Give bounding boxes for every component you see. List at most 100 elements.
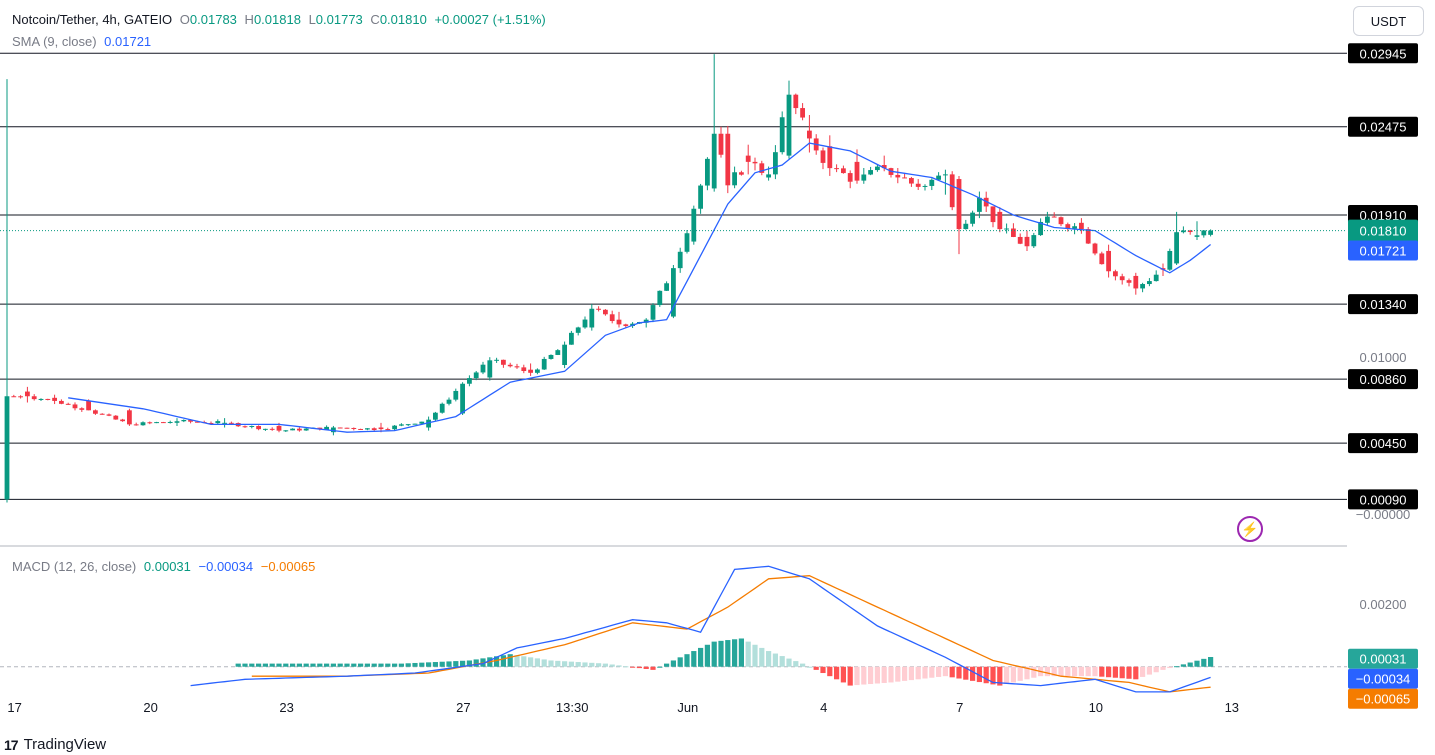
candle-body [208, 422, 214, 424]
candle-body [902, 177, 907, 179]
histogram-bar [344, 663, 350, 667]
candle-body [11, 396, 17, 398]
candle-body [616, 319, 622, 325]
histogram-bar [834, 666, 840, 680]
candle-body [664, 283, 669, 291]
candle-body [1187, 230, 1193, 233]
candle-body [256, 425, 261, 430]
histogram-bar [847, 666, 853, 686]
histogram-bar [262, 663, 268, 667]
histogram-bar [963, 666, 969, 680]
histogram-bar [405, 663, 411, 667]
candle-body [684, 233, 690, 252]
candle-body [494, 359, 499, 361]
candle-body [936, 175, 941, 180]
histogram-bar [514, 655, 520, 667]
histogram-bar [759, 647, 765, 667]
candle-body [881, 165, 887, 169]
histogram-bar [256, 663, 262, 667]
candle-body [705, 158, 710, 186]
histogram-bar [888, 666, 894, 683]
candle-body [120, 419, 125, 422]
candle-body [745, 155, 751, 162]
lightning-icon[interactable]: ⚡ [1237, 516, 1263, 542]
histogram-bar [786, 658, 792, 667]
level-price-label-text: 0.00090 [1360, 492, 1407, 507]
sma-label: SMA (9, close) [12, 34, 97, 49]
tradingview-logo-icon: 17 [4, 736, 19, 753]
candle-body [555, 350, 561, 355]
candle-body [1031, 235, 1037, 247]
close-label: C [370, 12, 380, 27]
macd-value-label-text: −0.00034 [1356, 672, 1411, 687]
histogram-bar [1133, 666, 1139, 680]
price-axis[interactable]: 0.01000−0.000000.029450.024750.019100.01… [1348, 43, 1418, 709]
sma-legend: SMA (9, close) 0.01721 [12, 34, 155, 49]
macd-tick-label: 0.00200 [1360, 597, 1407, 612]
candle-body [392, 425, 397, 430]
histogram-bar [330, 663, 336, 667]
histogram-bar [541, 659, 547, 667]
candle-body [25, 391, 30, 397]
macd-value-label: −0.00034 [1348, 668, 1418, 689]
histogram-bar [1024, 666, 1030, 680]
candle-body [807, 130, 812, 139]
close-value: 0.01810 [379, 12, 427, 27]
candle-body [800, 108, 805, 118]
candle-body [1024, 236, 1030, 247]
candle-body [1119, 276, 1125, 281]
histogram-bar [949, 666, 955, 678]
time-tick-label: Jun [677, 700, 698, 715]
histogram-bar [623, 666, 629, 668]
histogram-bar [806, 666, 812, 668]
candle-body [181, 420, 187, 422]
time-tick-label: 27 [456, 700, 470, 715]
candle-body [365, 428, 370, 430]
candle-body [759, 163, 765, 173]
histogram-bar [1167, 666, 1173, 669]
candle-body [541, 358, 547, 370]
candle-body [909, 178, 914, 184]
time-axis[interactable]: 17 20 23 27 13:30 Jun 4 7 10 13 [7, 700, 1239, 715]
candle-body [473, 372, 479, 379]
candle-body [970, 212, 975, 224]
candle-body [766, 174, 771, 178]
brand-name: TradingView [23, 736, 107, 753]
histogram-bar [521, 656, 527, 667]
open-label: O [179, 12, 190, 27]
histogram-bar [1146, 666, 1152, 675]
candle-body [854, 161, 860, 181]
candle-body [956, 179, 962, 230]
candle-body [514, 366, 520, 368]
histogram-bar [249, 663, 255, 667]
histogram-bar [725, 640, 731, 667]
level-price-label: 0.00450 [1348, 433, 1418, 454]
histogram-bar [364, 663, 370, 667]
candle-body [269, 428, 275, 430]
time-tick-label: 20 [143, 700, 157, 715]
candle-body [1099, 253, 1105, 265]
histogram-bar [507, 654, 513, 667]
candle-body [548, 354, 554, 359]
histogram-bar [582, 662, 588, 667]
candle-body [378, 427, 384, 430]
macd-signal-label-text: −0.00065 [1356, 692, 1411, 707]
candle-body [773, 152, 778, 175]
candle-body [188, 420, 193, 422]
histogram-bar [242, 663, 248, 667]
histogram-bar [630, 666, 636, 668]
candle-body [1051, 216, 1057, 218]
tradingview-branding[interactable]: 17 TradingView [4, 736, 106, 753]
histogram-bar [310, 663, 316, 667]
currency-button[interactable]: USDT [1353, 6, 1424, 36]
time-tick-label: 10 [1089, 700, 1103, 715]
histogram-bar [358, 663, 364, 667]
candle-body [915, 183, 921, 187]
candle-body [793, 94, 799, 109]
candle-body [371, 428, 377, 430]
candle-body [779, 117, 785, 153]
histogram-bar [1208, 657, 1214, 667]
candle-body [1072, 226, 1077, 229]
candle-body [242, 426, 248, 428]
